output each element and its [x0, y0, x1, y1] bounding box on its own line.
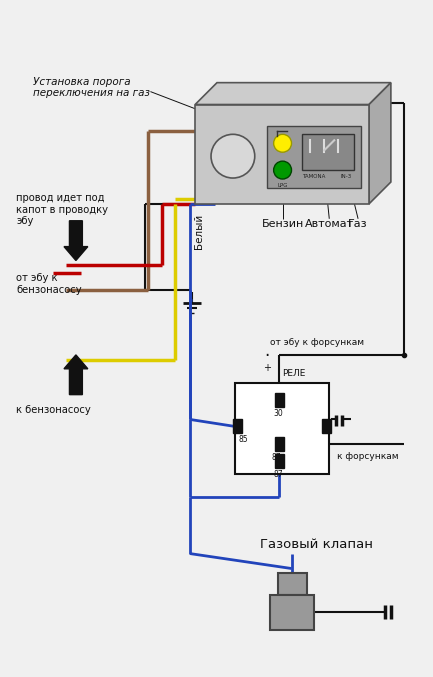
Bar	[270, 595, 314, 630]
Text: +: +	[263, 363, 271, 373]
FancyArrow shape	[64, 355, 88, 395]
Bar	[195, 104, 369, 204]
Bar	[302, 134, 354, 170]
Text: от эбу к форсункам: от эбу к форсункам	[270, 338, 364, 347]
Text: Установка порога
переключения на газ: Установка порога переключения на газ	[33, 77, 150, 98]
Text: к форсункам: к форсункам	[337, 452, 399, 461]
Circle shape	[274, 161, 291, 179]
Bar	[278, 573, 307, 595]
Bar	[275, 454, 284, 468]
Circle shape	[274, 134, 291, 152]
Text: Газ: Газ	[348, 219, 368, 229]
Bar	[275, 393, 284, 407]
Bar	[233, 420, 242, 433]
Text: к бензонасосу: к бензонасосу	[16, 405, 91, 414]
Polygon shape	[369, 83, 391, 204]
Text: ·: ·	[264, 347, 269, 365]
Text: от эбу к
бензонасосу: от эбу к бензонасосу	[16, 274, 82, 295]
Text: провод идет под
капот в проводку
эбу: провод идет под капот в проводку эбу	[16, 193, 108, 226]
Polygon shape	[195, 83, 391, 104]
Bar	[275, 437, 284, 452]
Bar	[235, 383, 329, 474]
Text: Автомат: Автомат	[305, 219, 354, 229]
FancyArrow shape	[64, 221, 88, 261]
Text: LPG: LPG	[277, 183, 288, 188]
Text: Газовый клапан: Газовый клапан	[260, 538, 373, 550]
Text: Белый: Белый	[194, 214, 204, 249]
Text: РЕЛЕ: РЕЛЕ	[282, 369, 305, 378]
Text: 87a: 87a	[271, 454, 286, 462]
Text: TAMONA: TAMONA	[302, 174, 326, 179]
Bar	[322, 420, 331, 433]
Text: IN-3: IN-3	[340, 174, 352, 179]
Text: 87: 87	[274, 470, 284, 479]
Circle shape	[211, 134, 255, 178]
Text: 85: 85	[238, 435, 248, 444]
Text: Бензин: Бензин	[262, 219, 304, 229]
Text: 30: 30	[274, 408, 284, 418]
Bar	[267, 127, 361, 188]
